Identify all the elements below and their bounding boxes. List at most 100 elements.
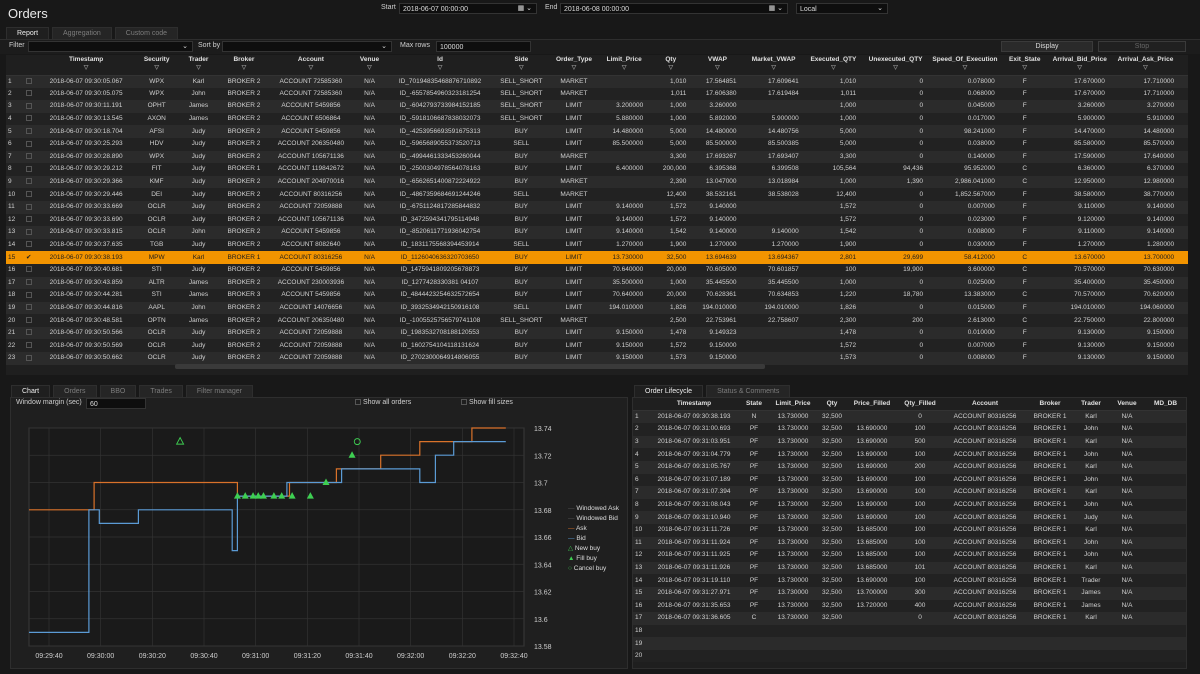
lifecycle-row[interactable]: 13 2018-06-07 09:31:11.926 PF 13.730000 32,5… <box>633 561 1186 575</box>
lifecycle-row[interactable]: 15 2018-06-07 09:31:27.971 PF 13.730000 32,5… <box>633 586 1186 600</box>
row-checkbox[interactable] <box>25 115 32 122</box>
tab-trades[interactable]: Trades <box>139 385 183 397</box>
filter-icon[interactable]: ▽ <box>519 65 524 71</box>
row-checkbox[interactable] <box>25 102 32 109</box>
lifecycle-row[interactable]: 7 2018-06-07 09:31:07.394 PF 13.730000 32,50… <box>633 486 1186 499</box>
column-header[interactable]: Venue ▽ <box>352 55 387 76</box>
filter-icon[interactable]: ▽ <box>962 65 968 71</box>
row-checkbox[interactable] <box>25 329 32 336</box>
lifecycle-column-header[interactable]: Price_Filled <box>847 398 897 412</box>
table-row[interactable]: 19 2018-06-07 09:30:44.816 AAPL John BROKER … <box>6 301 1188 315</box>
lifecycle-column-header[interactable]: Venue <box>1109 398 1145 412</box>
lifecycle-row[interactable]: 2 2018-06-07 09:31:00.693 PF 13.730000 32,50… <box>633 423 1186 436</box>
filter-icon[interactable]: ▽ <box>571 65 577 71</box>
column-header[interactable]: Market_VWAP ▽ <box>742 55 805 76</box>
column-header[interactable] <box>6 55 21 76</box>
table-row[interactable]: 13 2018-06-07 09:30:33.815 OCLR John BROKER … <box>6 226 1188 239</box>
column-header[interactable]: Side ▽ <box>493 55 549 76</box>
lifecycle-row[interactable]: 17 2018-06-07 09:31:36.605 C 13.730000 32,50… <box>633 612 1186 625</box>
table-row[interactable]: 7 2018-06-07 09:30:28.890 WPX Judy BROKER 2 A… <box>6 150 1188 164</box>
tab-aggregation[interactable]: Aggregation <box>52 27 112 39</box>
filter-icon[interactable]: ▽ <box>771 65 776 71</box>
lifecycle-column-header[interactable]: Limit_Price <box>769 398 817 412</box>
lifecycle-row[interactable]: 19 <box>633 637 1186 650</box>
row-checkbox[interactable] <box>25 77 32 84</box>
lifecycle-row[interactable]: 10 2018-06-07 09:31:11.726 PF 13.730000 32,5… <box>633 523 1186 537</box>
filter-icon[interactable]: ▽ <box>308 65 314 71</box>
row-checkbox[interactable] <box>25 342 32 349</box>
table-row[interactable]: 1 2018-06-07 09:30:05.067 WPX Karl BROKER 2 A… <box>6 75 1188 88</box>
lifecycle-column-header[interactable]: Broker <box>1027 398 1073 412</box>
row-checkbox[interactable] <box>25 216 32 223</box>
table-row[interactable]: 5 2018-06-07 09:30:18.704 AFSI Judy BROKER 2… <box>6 125 1188 138</box>
column-header[interactable]: Qty ▽ <box>649 55 693 76</box>
table-row[interactable]: 14 2018-06-07 09:30:37.635 TGB Judy BROKER 2… <box>6 238 1188 252</box>
row-checkbox[interactable] <box>25 316 32 323</box>
filter-icon[interactable]: ▽ <box>1182 64 1188 72</box>
column-header[interactable]: VWAP ▽ <box>692 55 743 76</box>
orders-horizontal-scrollbar[interactable] <box>175 364 765 369</box>
lifecycle-column-header[interactable]: Trader <box>1073 398 1109 412</box>
filter-icon[interactable]: ▽ <box>1022 65 1028 71</box>
tab-orders[interactable]: Orders <box>53 385 97 397</box>
table-row[interactable]: 22 2018-06-07 09:30:50.569 OCLR Judy BROKER … <box>6 339 1188 353</box>
filter-icon[interactable]: ▽ <box>831 65 836 71</box>
lifecycle-row[interactable]: 20 <box>633 649 1186 663</box>
tab-filter-manager[interactable]: Filter manager <box>185 385 253 397</box>
table-row[interactable]: 9 2018-06-07 09:30:29.366 KMF Judy BROKER 2 A… <box>6 175 1188 189</box>
row-checkbox[interactable] <box>25 203 32 210</box>
column-header[interactable]: Security ▽ <box>135 55 179 76</box>
row-checkbox[interactable] <box>25 165 32 172</box>
calendar-icon[interactable]: ▦ ⌄ <box>768 5 783 12</box>
table-row[interactable]: 2 2018-06-07 09:30:05.075 WPX John BROKER 2 A… <box>6 87 1188 101</box>
show-all-orders-checkbox[interactable]: Show all orders <box>355 399 411 406</box>
column-header[interactable]: Id ▽ <box>386 55 494 76</box>
filter-icon[interactable]: ▽ <box>715 65 720 71</box>
end-date-input[interactable]: 2018-06-08 00:00:00 ▦ ⌄ <box>560 3 788 14</box>
column-header[interactable]: Executed_QTY ▽ <box>804 55 863 76</box>
table-row[interactable]: 6 2018-06-07 09:30:25.293 HDV Judy BROKER 2 A… <box>6 137 1188 151</box>
start-date-input[interactable]: 2018-06-07 00:00:00 ▦ ⌄ <box>399 3 537 14</box>
row-checkbox[interactable] <box>25 354 32 361</box>
column-header[interactable]: Unexecuted_QTY ▽ <box>862 55 930 76</box>
lifecycle-column-header[interactable] <box>633 398 649 412</box>
show-fill-sizes-checkbox[interactable]: Show fill sizes <box>461 399 513 406</box>
row-checkbox[interactable] <box>25 304 32 311</box>
row-checkbox[interactable] <box>25 127 32 134</box>
calendar-icon[interactable]: ▦ ⌄ <box>517 5 532 12</box>
stop-button[interactable]: Stop <box>1098 41 1186 52</box>
display-button[interactable]: Display <box>1001 41 1093 52</box>
table-row[interactable]: 11 2018-06-07 09:30:33.669 OCLR Judy BROKER … <box>6 200 1188 214</box>
column-header[interactable]: Order_Type ▽ <box>548 55 600 76</box>
lifecycle-column-header[interactable]: Qty <box>817 398 847 412</box>
table-row[interactable]: 15 ✔ 2018-06-07 09:30:38.193 MPW Karl BROKER … <box>6 251 1188 264</box>
lifecycle-row[interactable]: 16 2018-06-07 09:31:35.653 PF 13.730000 32,5… <box>633 599 1186 613</box>
filter-icon[interactable]: ▽ <box>154 65 159 71</box>
lifecycle-column-header[interactable]: MD_DB <box>1145 398 1186 412</box>
filter-icon[interactable]: ▽ <box>437 65 443 71</box>
column-header[interactable] <box>20 55 38 76</box>
filter-icon[interactable]: ▽ <box>1077 65 1083 71</box>
row-checkbox[interactable] <box>25 140 32 147</box>
sort-select[interactable]: ⌄ <box>222 41 392 52</box>
column-header[interactable]: IS▽ <box>1180 55 1188 76</box>
table-row[interactable]: 12 2018-06-07 09:30:33.690 OCLR Judy BROKER … <box>6 213 1188 227</box>
lifecycle-row[interactable]: 9 2018-06-07 09:31:10.940 PF 13.730000 32,50… <box>633 511 1186 524</box>
column-header[interactable]: Exit_State ▽ <box>1000 55 1049 76</box>
column-header[interactable]: Arrival_Ask_Price ▽ <box>1110 55 1181 76</box>
row-checkbox[interactable] <box>25 153 32 160</box>
max-rows-input[interactable]: 100000 <box>436 41 531 52</box>
column-header[interactable]: Broker ▽ <box>218 55 270 76</box>
lifecycle-row[interactable]: 14 2018-06-07 09:31:19.110 PF 13.730000 32,5… <box>633 574 1186 587</box>
lifecycle-row[interactable]: 18 <box>633 624 1186 638</box>
table-row[interactable]: 10 2018-06-07 09:30:29.446 DEI Judy BROKER 2… <box>6 188 1188 201</box>
row-checkbox[interactable] <box>25 291 32 298</box>
tab-bbo[interactable]: BBO <box>99 385 137 397</box>
lifecycle-row[interactable]: 11 2018-06-07 09:31:11.924 PF 13.730000 32,5… <box>633 536 1186 550</box>
filter-icon[interactable]: ▽ <box>893 65 898 71</box>
column-header[interactable]: Account ▽ <box>269 55 353 76</box>
tab-order-lifecycle[interactable]: Order Lifecycle <box>634 385 704 397</box>
filter-icon[interactable]: ▽ <box>1143 65 1148 71</box>
table-row[interactable]: 21 2018-06-07 09:30:50.566 OCLR Judy BROKER … <box>6 326 1188 340</box>
window-margin-input[interactable]: 60 <box>86 398 146 409</box>
